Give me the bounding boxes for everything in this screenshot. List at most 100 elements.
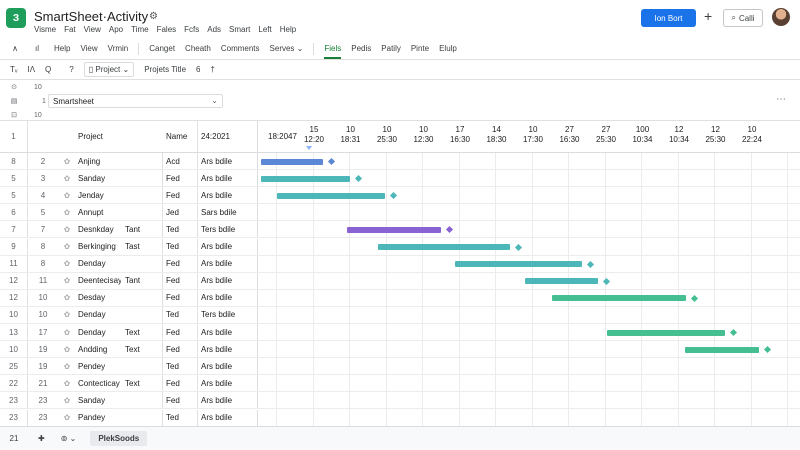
- toolbar-help[interactable]: Help: [54, 44, 71, 53]
- milestone-marker[interactable]: [586, 260, 595, 268]
- column-header-project[interactable]: Project: [78, 132, 103, 141]
- row-index: 2: [40, 156, 46, 166]
- share-button[interactable]: Ion Bort: [641, 9, 696, 27]
- menu-item[interactable]: Fales: [156, 25, 177, 34]
- column-header-date[interactable]: 24:2021: [198, 121, 258, 152]
- table-row[interactable]: 13 17 ✩ Denday Text Fed Ars bdile: [0, 324, 800, 341]
- toolbar-vrmin[interactable]: Vrmin: [107, 44, 129, 53]
- avatar[interactable]: [772, 8, 790, 26]
- more-icon[interactable]: ⋯: [776, 94, 786, 105]
- menu-item[interactable]: Apo: [108, 25, 124, 34]
- search-icon[interactable]: Q: [45, 65, 52, 74]
- menu-item[interactable]: Fcfs: [184, 25, 200, 34]
- plus-icon[interactable]: +: [704, 8, 713, 24]
- gantt-bar[interactable]: [525, 278, 598, 285]
- menu-item[interactable]: View: [83, 25, 101, 34]
- info-row: ⊡ 10: [0, 108, 800, 122]
- sheet-select[interactable]: Smartsheet ⌄: [48, 94, 223, 108]
- toolbar-cheath[interactable]: Cheath: [185, 44, 211, 53]
- table-row[interactable]: 8 2 ✩ Anjing Acd Ars bdile: [0, 153, 800, 170]
- star-icon[interactable]: ✩: [63, 293, 71, 303]
- column-header-name[interactable]: Name: [163, 121, 198, 152]
- star-icon[interactable]: ✩: [63, 413, 71, 422]
- tab-elulp[interactable]: Elulp: [439, 44, 457, 53]
- toolbar-comments[interactable]: Comments: [220, 44, 260, 53]
- table-row[interactable]: 5 4 ✩ Jenday Fed Ars bdile: [0, 187, 800, 205]
- table-row[interactable]: 11 8 ✩ Denday Fed Ars bdile: [0, 255, 800, 273]
- collapse-icon[interactable]: ∧: [12, 44, 18, 53]
- gantt-bar[interactable]: [261, 158, 323, 165]
- star-icon[interactable]: ✩: [63, 242, 71, 251]
- toolbar-canget[interactable]: Canget: [149, 44, 176, 53]
- row-index: 19: [38, 344, 48, 354]
- milestone-marker[interactable]: [389, 192, 398, 200]
- tab-fiels[interactable]: Fiels: [324, 40, 341, 59]
- milestone-marker[interactable]: [445, 226, 454, 234]
- chart-icon[interactable]: ıl: [35, 44, 39, 53]
- menu-item[interactable]: Time: [131, 25, 149, 34]
- help-icon[interactable]: ?: [69, 65, 74, 74]
- table-row[interactable]: 6 5 ✩ Annupt Jed Sars bdile: [0, 204, 800, 222]
- sheet-tab[interactable]: PlekSoods: [90, 431, 148, 446]
- star-icon[interactable]: ✩: [63, 310, 71, 320]
- table-row[interactable]: 9 8 ✩ Berkinging Tast Ted Ars bdile: [0, 238, 800, 256]
- star-icon[interactable]: ✩: [63, 207, 71, 217]
- table-row[interactable]: 23 23 ✩ Sanday Fed Ars bdile: [0, 392, 800, 410]
- table-row[interactable]: 7 7 ✩ Desnkday Tant Ted Ters bdile: [0, 221, 800, 239]
- star-icon[interactable]: ✩: [63, 276, 71, 286]
- view-icon[interactable]: ⊚ ⌄: [60, 434, 77, 443]
- gantt-bar[interactable]: [455, 261, 582, 268]
- tab-pedis[interactable]: Pedis: [351, 44, 372, 53]
- table-row[interactable]: 25 19 ✩ Pendey Ted Ars bdile: [0, 358, 800, 376]
- gantt-bar[interactable]: [378, 244, 510, 250]
- star-icon[interactable]: ✩: [63, 224, 71, 234]
- filter-icon[interactable]: IΛ: [27, 65, 36, 74]
- gear-icon[interactable]: ⚙: [149, 11, 158, 22]
- star-icon[interactable]: ✩: [63, 378, 71, 388]
- tag-cell: [121, 392, 163, 409]
- table-row[interactable]: 12 10 ✩ Desday Fed Ars bdile: [0, 289, 800, 307]
- toolbar-view[interactable]: View: [80, 44, 98, 53]
- table-row[interactable]: 10 19 ✩ Andding Text Fed Ars bdile: [0, 341, 800, 359]
- add-icon[interactable]: ✚: [38, 434, 45, 443]
- table-row[interactable]: 10 10 ✩ Denday Ted Ters bdile: [0, 306, 800, 324]
- tab-patily[interactable]: Patily: [381, 44, 401, 53]
- menu-item[interactable]: Visme: [34, 25, 57, 34]
- menu-item[interactable]: Ads: [207, 25, 222, 34]
- star-icon[interactable]: ✩: [63, 259, 71, 269]
- table-row[interactable]: 22 21 ✩ Contecticay Text Fed Ars bdile: [0, 375, 800, 393]
- gantt-bar[interactable]: [685, 346, 759, 353]
- project-title[interactable]: Projets Title: [144, 65, 187, 74]
- milestone-marker[interactable]: [514, 243, 523, 251]
- gantt-column-bottom: 12:30: [413, 135, 434, 144]
- menu-item[interactable]: Left: [258, 25, 272, 34]
- gantt-bar[interactable]: [552, 295, 686, 302]
- menu-item[interactable]: Fat: [64, 25, 76, 34]
- gantt-bar[interactable]: [277, 192, 385, 199]
- tab-pinte[interactable]: Pinte: [410, 44, 430, 53]
- milestone-marker[interactable]: [354, 175, 363, 183]
- star-icon[interactable]: ✩: [63, 395, 71, 405]
- gantt-bar[interactable]: [261, 175, 350, 182]
- milestone-marker[interactable]: [763, 346, 772, 354]
- star-icon[interactable]: ✩: [63, 361, 71, 371]
- text-format-icon[interactable]: Tᵥ: [10, 65, 18, 74]
- project-dropdown[interactable]: ▯ Project ⌄: [83, 62, 135, 77]
- star-icon[interactable]: ✩: [63, 344, 71, 354]
- star-icon[interactable]: ✩: [63, 173, 71, 183]
- sort-icon[interactable]: †: [210, 65, 215, 74]
- gantt-bar[interactable]: [607, 329, 725, 336]
- menu-item[interactable]: Help: [279, 25, 297, 34]
- table-row[interactable]: 5 3 ✩ Sanday Fed Ars bdile: [0, 170, 800, 188]
- star-icon[interactable]: ✩: [63, 156, 71, 166]
- star-icon[interactable]: ✩: [63, 190, 71, 200]
- gantt-bar[interactable]: [347, 226, 441, 233]
- milestone-marker[interactable]: [729, 328, 738, 337]
- menu-item[interactable]: Smart: [229, 25, 251, 34]
- toolbar-serves[interactable]: Serves ⌄: [270, 40, 304, 57]
- call-button[interactable]: ⌕ Calli: [723, 9, 763, 27]
- table-row[interactable]: 12 11 ✩ Deentecisay Tant Fed Ars bdile: [0, 272, 800, 290]
- milestone-marker[interactable]: [690, 294, 699, 302]
- milestone-marker[interactable]: [327, 157, 336, 166]
- star-icon[interactable]: ✩: [63, 327, 71, 337]
